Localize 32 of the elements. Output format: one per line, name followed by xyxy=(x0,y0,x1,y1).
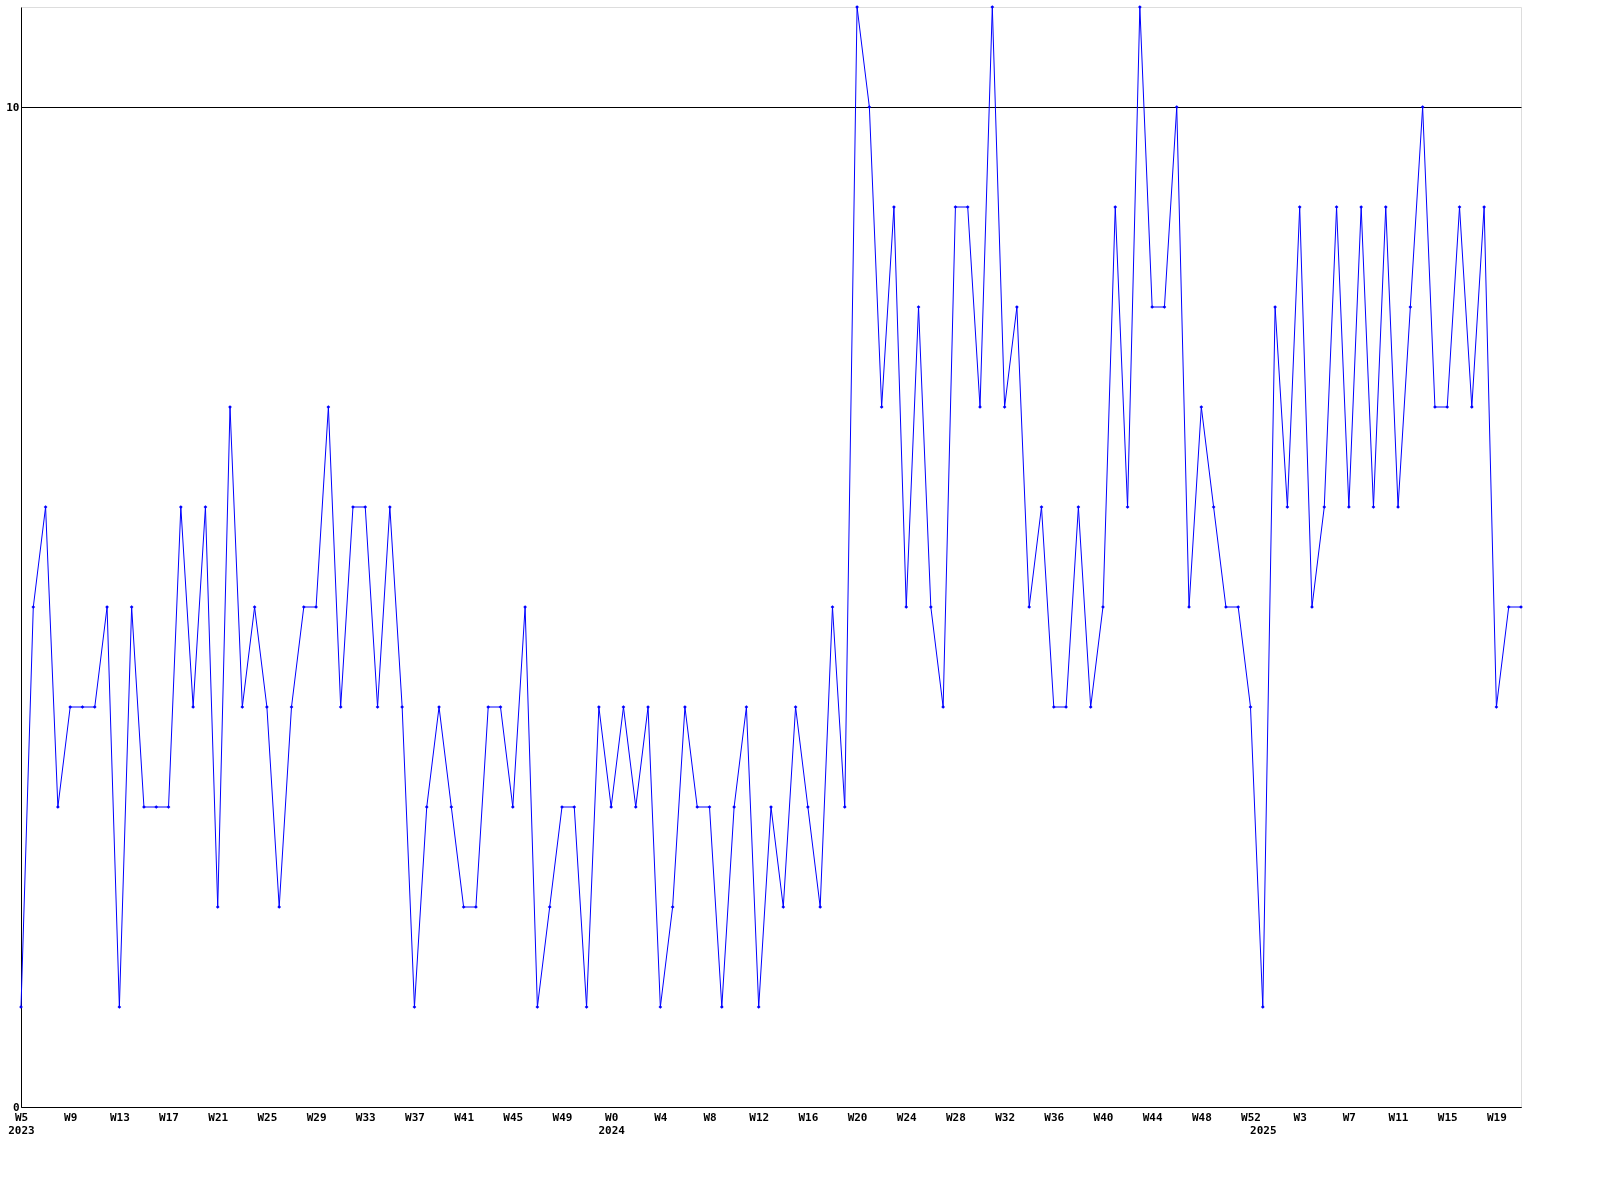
y-tick-label: 10 xyxy=(6,100,20,114)
x-tick-label: W41 xyxy=(454,1110,475,1124)
x-tick-label: W7 xyxy=(1342,1110,1356,1124)
x-tick-label: W29 xyxy=(306,1110,327,1124)
x-tick-label: W28 xyxy=(945,1110,966,1124)
x-tick-label: W16 xyxy=(798,1110,819,1124)
x-tick-label: W19 xyxy=(1486,1110,1507,1124)
x-tick-label: W32 xyxy=(995,1110,1016,1124)
x-tick-label: W15 xyxy=(1437,1110,1458,1124)
x-tick-label: W4 xyxy=(654,1110,668,1124)
x-tick-label: W37 xyxy=(405,1110,425,1124)
x-tick-label: W21 xyxy=(208,1110,229,1124)
x-tick-label: W45 xyxy=(503,1110,524,1124)
x-tick-label: W52 xyxy=(1241,1110,1261,1124)
x-tick-label: W11 xyxy=(1388,1110,1409,1124)
x-tick-label: W48 xyxy=(1191,1110,1212,1124)
x-tick-label: 2025 xyxy=(1250,1123,1277,1137)
x-tick-label: W3 xyxy=(1293,1110,1307,1124)
x-tick-label: W9 xyxy=(64,1110,78,1124)
x-tick-label: W20 xyxy=(847,1110,868,1124)
x-tick-label: W17 xyxy=(159,1110,179,1124)
x-tick-label: W44 xyxy=(1142,1110,1163,1124)
x-tick-label: W40 xyxy=(1093,1110,1114,1124)
x-tick-label: W8 xyxy=(703,1110,717,1124)
x-tick-label: W12 xyxy=(749,1110,770,1124)
x-tick-label: W24 xyxy=(896,1110,918,1124)
x-tick-label: W0 2024 xyxy=(598,1110,626,1137)
x-tick-label: W25 xyxy=(257,1110,278,1124)
x-tick-label: W33 xyxy=(355,1110,376,1124)
x-tick-label: W49 xyxy=(552,1110,573,1124)
x-tick-label: W36 xyxy=(1044,1110,1065,1124)
x-tick-label: W13 xyxy=(109,1110,130,1124)
